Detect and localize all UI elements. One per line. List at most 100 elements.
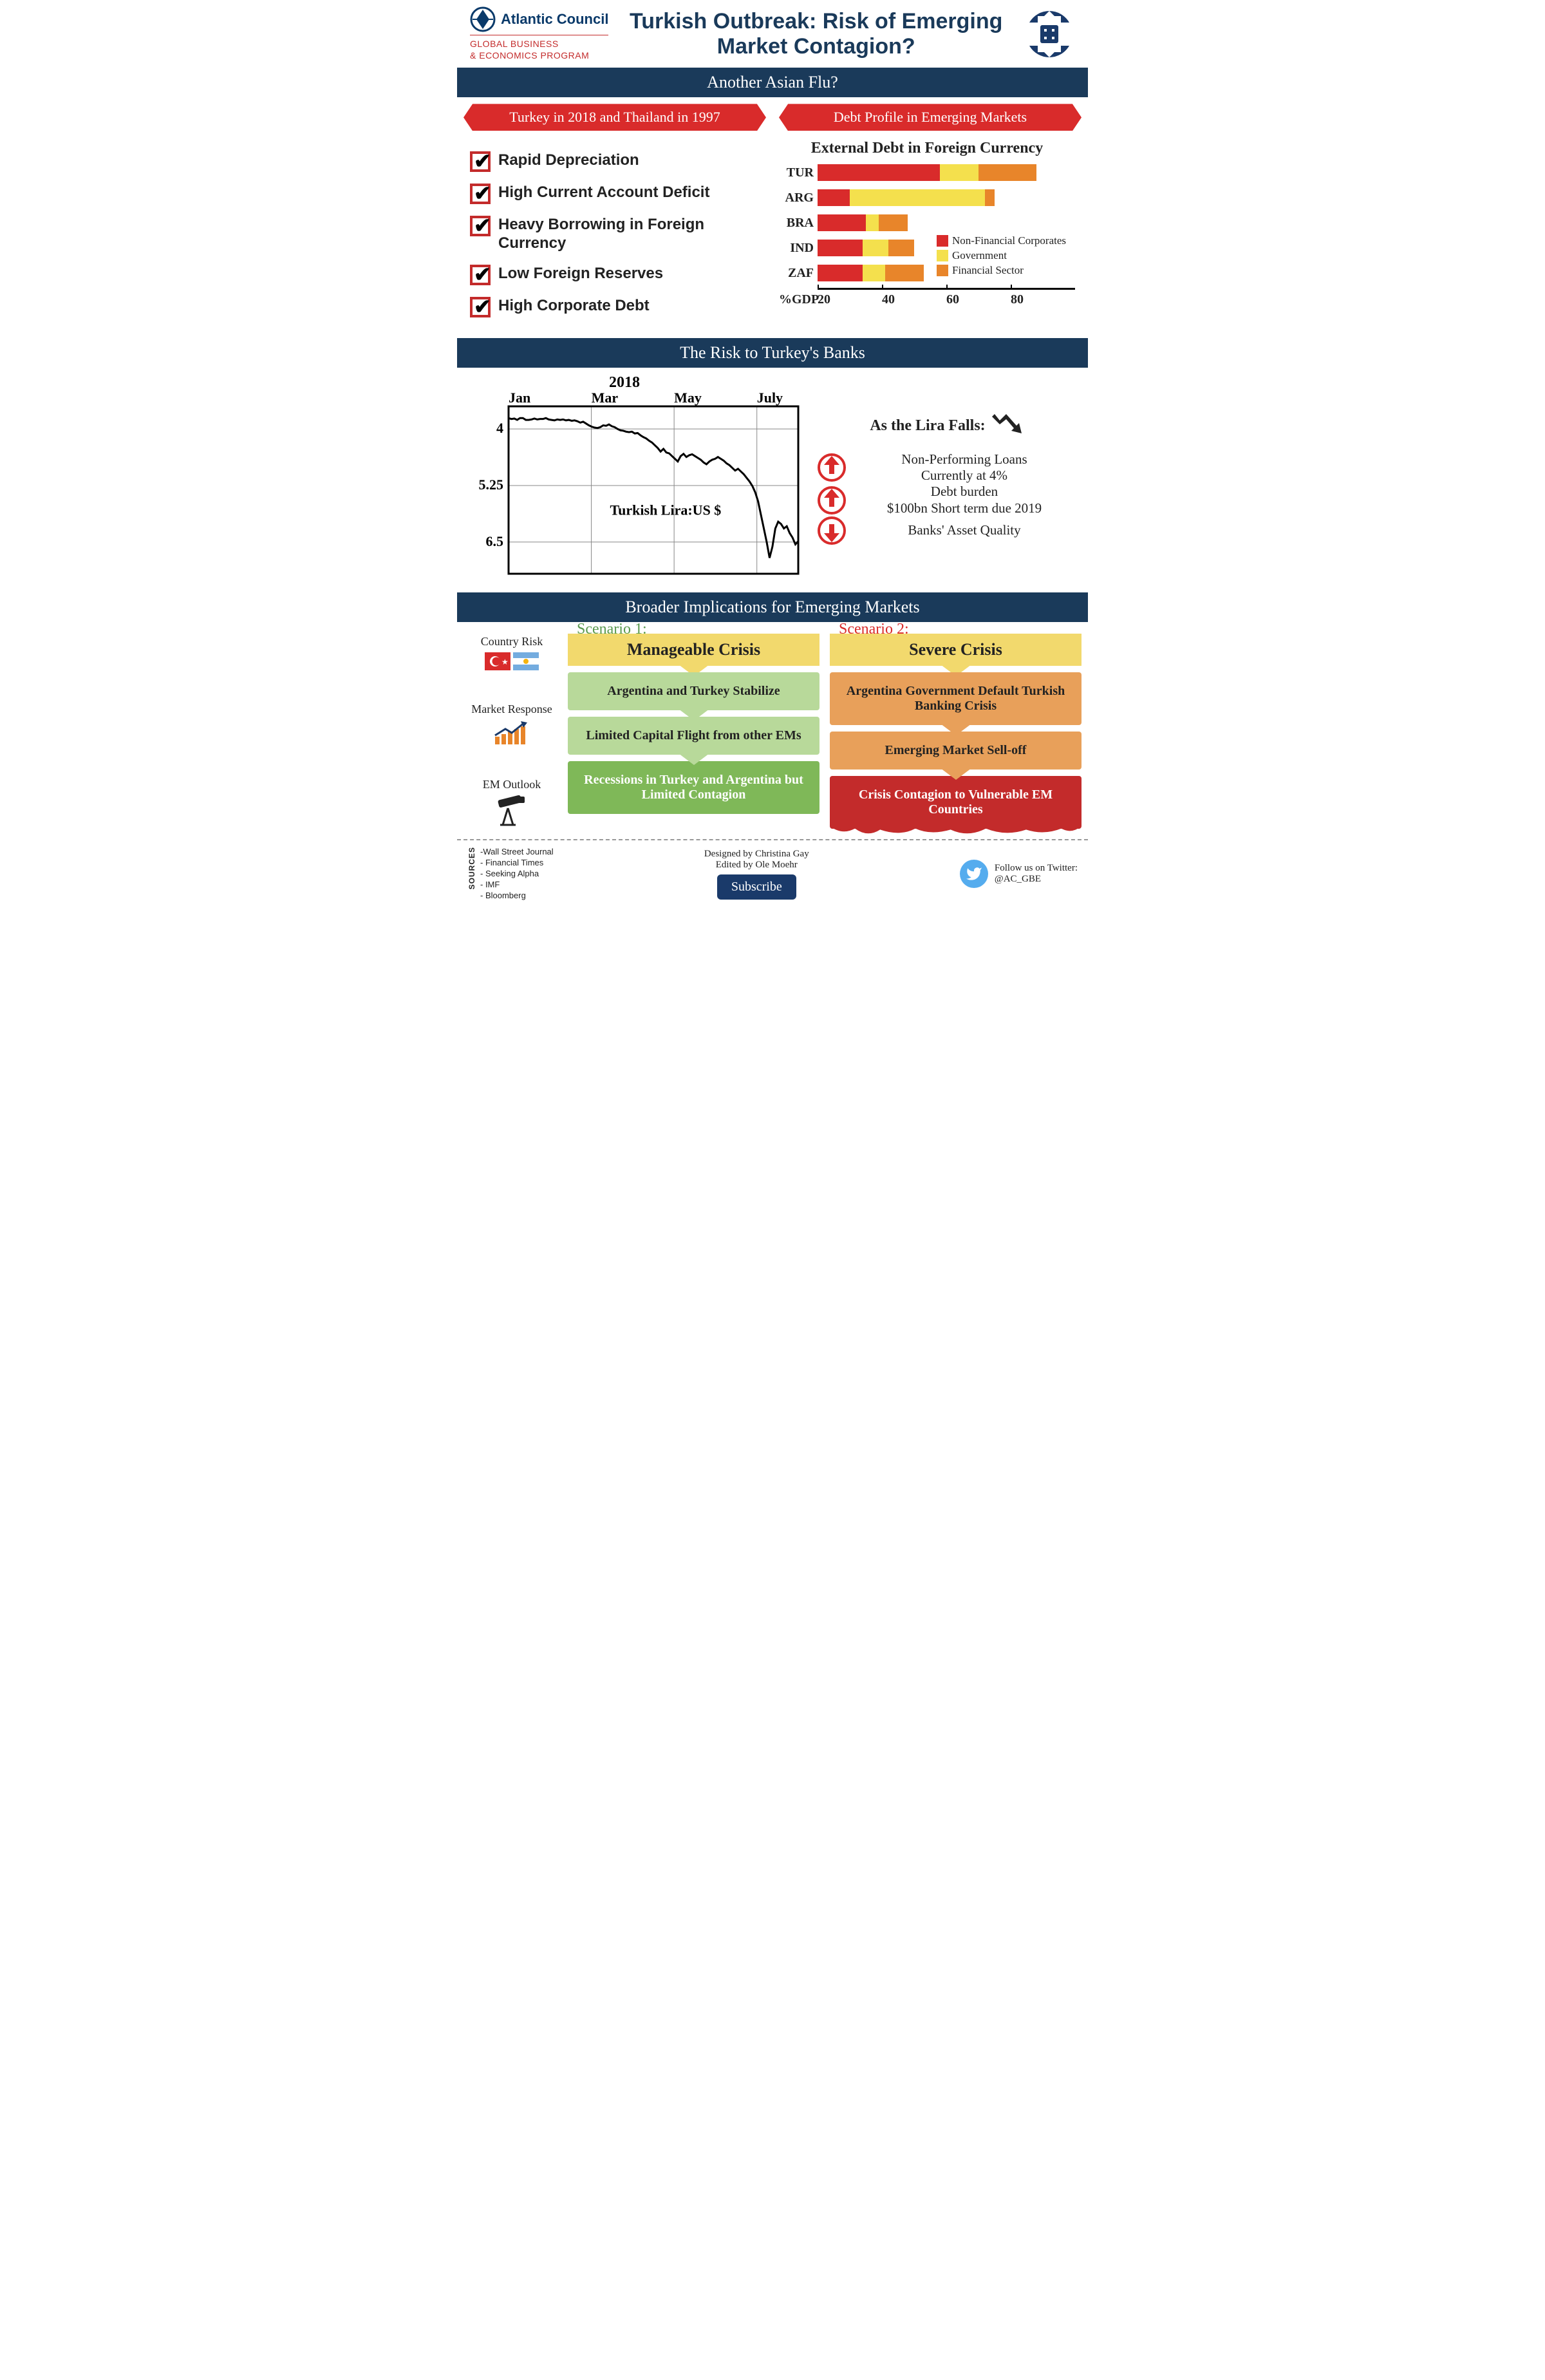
lira-point-text: Debt burden$100bn Short term due 2019 [854, 484, 1075, 516]
scenario-box-0-2: Recessions in Turkey and Argentina but L… [568, 761, 819, 814]
scenario-box-0-0: Argentina and Turkey Stabilize [568, 672, 819, 710]
lira-falls-points: As the Lira Falls: Non-Performing LoansC… [818, 413, 1075, 545]
debt-chart-title: External Debt in Foreign Currency [779, 140, 1075, 157]
program-name: GLOBAL BUSINESS& ECONOMICS PROGRAM [470, 35, 608, 61]
bar-segments [818, 240, 1075, 256]
bar-country-label: TUR [779, 165, 818, 180]
check-item-2: Heavy Borrowing in Foreign Currency [470, 216, 766, 253]
logo-block: Atlantic Council GLOBAL BUSINESS& ECONOM… [470, 6, 608, 61]
scenario-row-labels: Country Risk ★ Market Response EM Outloo… [464, 635, 560, 827]
sources-block: SOURCES -Wall Street Journal- Financial … [467, 847, 554, 901]
market-response-label: Market Response [464, 703, 560, 746]
scenario-head: Manageable Crisis [568, 634, 819, 666]
svg-text:4: 4 [496, 420, 503, 436]
check-icon [470, 297, 491, 317]
arrow-up-icon [818, 486, 846, 515]
lira-falls-heading: As the Lira Falls: [818, 413, 1075, 439]
bar-segments [818, 189, 1075, 206]
market-chart-icon [492, 720, 531, 746]
scenario-box-1-0: Argentina Government Default Turkish Ban… [830, 672, 1082, 725]
header: Atlantic Council GLOBAL BUSINESS& ECONOM… [457, 0, 1088, 68]
page-title: Turkish Outbreak: Risk of Emerging Marke… [621, 9, 1011, 59]
check-label: Low Foreign Reserves [498, 265, 663, 283]
svg-text:Mar: Mar [592, 390, 619, 406]
argentina-flag-icon [513, 652, 539, 670]
bar-segments [818, 164, 1075, 181]
check-icon [470, 151, 491, 172]
lira-point-1: Debt burden$100bn Short term due 2019 [818, 484, 1075, 516]
section-title-asian-flu: Another Asian Flu? [457, 68, 1088, 97]
section-title-implications: Broader Implications for Emerging Market… [457, 592, 1088, 622]
bar-segments [818, 265, 1075, 281]
source-item: -Wall Street Journal [480, 847, 554, 858]
svg-text:Turkish Lira:US $: Turkish Lira:US $ [610, 502, 722, 518]
arrow-down-icon [818, 516, 846, 545]
arrow-up-icon [818, 453, 846, 482]
bar-country-label: IND [779, 241, 818, 256]
bar-x-axis: %GDP20406080 [818, 288, 1075, 307]
country-risk-label: Country Risk ★ [464, 635, 560, 670]
bar-segments [818, 214, 1075, 231]
svg-text:★: ★ [501, 657, 509, 666]
telescope-icon [494, 795, 530, 827]
section-title-banks-risk: The Risk to Turkey's Banks [457, 338, 1088, 368]
source-item: - Bloomberg [480, 891, 554, 902]
bar-country-label: BRA [779, 216, 818, 231]
svg-text:May: May [674, 390, 702, 406]
check-item-4: High Corporate Debt [470, 297, 766, 317]
bar-row-BRA: BRA [779, 212, 1075, 233]
scenario-box-1-2: Crisis Contagion to Vulnerable EM Countr… [830, 776, 1082, 829]
checklist-column: Rapid Depreciation High Current Account … [470, 140, 766, 329]
drip-icon [830, 826, 1082, 838]
svg-text:5.25: 5.25 [479, 477, 504, 493]
credits: Designed by Christina Gay Edited by Ole … [563, 849, 951, 900]
bar-country-label: ARG [779, 191, 818, 205]
debt-chart-column: External Debt in Foreign Currency Non-Fi… [779, 140, 1075, 329]
bar-row-ZAF: ZAF [779, 263, 1075, 283]
check-label: Rapid Depreciation [498, 151, 639, 170]
subscribe-button[interactable]: Subscribe [717, 874, 796, 900]
bar-row-TUR: TUR [779, 162, 1075, 183]
scenario-column-1: Scenario 2: Severe Crisis Argentina Gove… [830, 634, 1082, 829]
footer: SOURCES -Wall Street Journal- Financial … [457, 839, 1088, 907]
debt-bar-chart: Non-Financial Corporates Government Fina… [779, 162, 1075, 307]
check-label: High Current Account Deficit [498, 184, 709, 202]
svg-text:2018: 2018 [609, 374, 640, 391]
svg-text:Jan: Jan [509, 390, 530, 406]
ribbon-debt-profile: Debt Profile in Emerging Markets [779, 104, 1082, 131]
bar-row-IND: IND [779, 238, 1075, 258]
check-item-3: Low Foreign Reserves [470, 265, 766, 285]
scenario-box-0-1: Limited Capital Flight from other EMs [568, 717, 819, 755]
sources-label: SOURCES [467, 847, 476, 889]
lira-point-2: Banks' Asset Quality [818, 516, 1075, 545]
scenario-box-1-1: Emerging Market Sell-off [830, 732, 1082, 770]
scenario-head: Severe Crisis [830, 634, 1082, 666]
source-item: - IMF [480, 880, 554, 891]
check-icon [470, 184, 491, 204]
turkey-flag-icon: ★ [485, 652, 510, 670]
check-label: High Corporate Debt [498, 297, 650, 316]
bar-country-label: ZAF [779, 266, 818, 281]
scenario-column-0: Scenario 1: Manageable Crisis Argentina … [568, 634, 819, 829]
zigzag-down-icon [991, 413, 1023, 439]
lira-line-chart: 2018 Jan Mar May July 4 5.25 6.5 Turkish Lira:US… [470, 374, 805, 583]
org-name: Atlantic Council [501, 11, 608, 28]
check-icon [470, 265, 491, 285]
lira-point-text: Non-Performing LoansCurrently at 4% [854, 451, 1075, 484]
bar-row-ARG: ARG [779, 187, 1075, 208]
check-item-0: Rapid Depreciation [470, 151, 766, 172]
em-outlook-label: EM Outlook [464, 778, 560, 827]
source-item: - Seeking Alpha [480, 869, 554, 880]
globe-icon [1024, 8, 1075, 60]
check-label: Heavy Borrowing in Foreign Currency [498, 216, 766, 253]
check-item-1: High Current Account Deficit [470, 184, 766, 204]
twitter-icon [960, 860, 988, 888]
lira-point-text: Banks' Asset Quality [854, 522, 1075, 538]
scenarios-grid: Country Risk ★ Market Response EM Outloo… [457, 622, 1088, 835]
check-icon [470, 216, 491, 236]
source-item: - Financial Times [480, 858, 554, 869]
ribbon-row: Turkey in 2018 and Thailand in 1997 Debt… [457, 104, 1088, 131]
twitter-block[interactable]: Follow us on Twitter:@AC_GBE [960, 860, 1078, 888]
svg-text:July: July [757, 390, 783, 406]
svg-text:6.5: 6.5 [486, 533, 504, 549]
